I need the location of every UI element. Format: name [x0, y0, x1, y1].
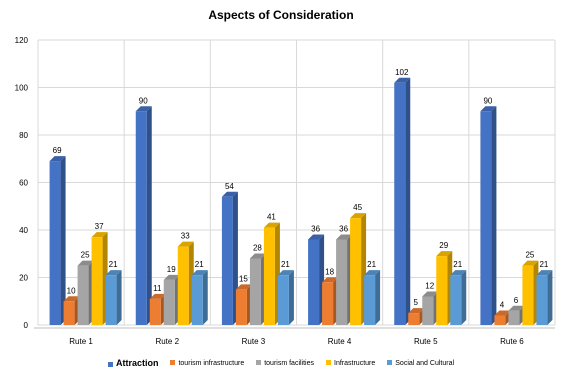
- bar-tourism-facilities: [422, 291, 439, 325]
- x-tick-label: Rute 6: [500, 337, 524, 346]
- data-label: 21: [281, 260, 290, 269]
- data-label: 28: [253, 244, 262, 253]
- y-tick-label: 120: [15, 36, 29, 45]
- x-tick-label: Rute 5: [414, 337, 438, 346]
- data-label: 18: [325, 267, 334, 276]
- chart-title: Aspects of Consideration: [208, 8, 354, 22]
- bar-social-and-cultural: [364, 270, 381, 325]
- data-label: 90: [483, 96, 492, 105]
- bar-tourism-infrastructure: [322, 277, 339, 325]
- bar-infrastructure: [522, 260, 539, 325]
- data-label: 15: [239, 274, 248, 283]
- bar-attraction: [480, 106, 497, 325]
- bar-tourism-facilities: [77, 260, 94, 325]
- data-label: 25: [525, 251, 534, 260]
- bar-attraction: [49, 156, 66, 325]
- bar-tourism-facilities: [249, 253, 266, 325]
- data-label: 33: [181, 232, 190, 241]
- legend-item: tourism facilities: [256, 360, 314, 367]
- bar-social-and-cultural: [536, 270, 553, 325]
- bar-attraction: [394, 77, 411, 325]
- legend-swatch: [256, 360, 262, 366]
- legend-swatch: [107, 361, 113, 367]
- bar-tourism-infrastructure: [235, 284, 252, 325]
- y-tick-label: 60: [19, 179, 28, 188]
- data-label: 102: [395, 68, 409, 77]
- legend-label: Social and Cultural: [395, 359, 455, 367]
- data-label: 36: [311, 225, 320, 234]
- y-tick-label: 20: [19, 274, 28, 283]
- data-label: 4: [500, 301, 505, 310]
- data-label: 19: [167, 265, 176, 274]
- bar-infrastructure: [263, 222, 280, 325]
- bar-social-and-cultural: [191, 270, 208, 325]
- y-tick-label: 0: [24, 321, 29, 330]
- data-label: 29: [439, 241, 448, 250]
- data-label: 21: [539, 260, 548, 269]
- legend: Attraction tourism infrastructure tourism …: [0, 358, 562, 368]
- bar-attraction: [135, 106, 152, 325]
- data-label: 11: [153, 284, 162, 293]
- data-label: 21: [367, 260, 376, 269]
- legend-label: Attraction: [115, 358, 159, 368]
- bar-infrastructure: [91, 232, 108, 325]
- y-tick-label: 100: [15, 84, 29, 93]
- bar-attraction: [221, 191, 238, 325]
- bar-tourism-infrastructure: [494, 310, 511, 325]
- data-label: 36: [339, 225, 348, 234]
- legend-swatch: [326, 360, 332, 366]
- legend-item: Social and Cultural: [387, 360, 454, 367]
- bar-social-and-cultural: [105, 270, 122, 325]
- bar-tourism-facilities: [163, 274, 180, 325]
- legend-label: Infrastructure: [334, 359, 376, 367]
- data-label: 21: [195, 260, 204, 269]
- data-label: 54: [225, 182, 234, 191]
- bar-tourism-infrastructure: [149, 293, 166, 325]
- data-label: 90: [139, 96, 148, 105]
- bar-infrastructure: [350, 213, 367, 325]
- legend-item: tourism infrastructure: [170, 360, 244, 367]
- legend-item: Attraction: [107, 358, 159, 368]
- x-tick-label: Rute 1: [69, 337, 93, 346]
- data-label: 37: [95, 222, 104, 231]
- legend-swatch: [387, 360, 393, 366]
- bar-tourism-facilities: [508, 305, 525, 325]
- data-label: 25: [81, 251, 90, 260]
- x-tick-label: Rute 3: [242, 337, 266, 346]
- data-label: 6: [514, 296, 519, 305]
- data-label: 5: [414, 298, 419, 307]
- x-tick-label: Rute 4: [328, 337, 352, 346]
- data-label: 21: [109, 260, 118, 269]
- y-tick-label: 80: [19, 131, 28, 140]
- bar-social-and-cultural: [450, 270, 467, 325]
- bar-tourism-facilities: [336, 234, 353, 325]
- legend-swatch: [170, 360, 176, 366]
- y-tick-label: 40: [19, 226, 28, 235]
- bar-infrastructure: [177, 241, 194, 325]
- data-label: 69: [53, 146, 62, 155]
- bar-infrastructure: [436, 251, 453, 325]
- data-label: 12: [425, 282, 434, 291]
- bar-tourism-infrastructure: [63, 296, 80, 325]
- bar-tourism-infrastructure: [408, 308, 425, 325]
- legend-item: Infrastructure: [326, 360, 375, 367]
- data-label: 45: [353, 203, 362, 212]
- bar-attraction: [308, 234, 325, 325]
- data-label: 41: [267, 213, 276, 222]
- data-label: 10: [67, 286, 76, 295]
- legend-label: tourism infrastructure: [178, 359, 245, 367]
- x-tick-label: Rute 2: [155, 337, 179, 346]
- legend-label: tourism facilities: [264, 359, 315, 367]
- bar-social-and-cultural: [277, 270, 294, 325]
- data-label: 21: [453, 260, 462, 269]
